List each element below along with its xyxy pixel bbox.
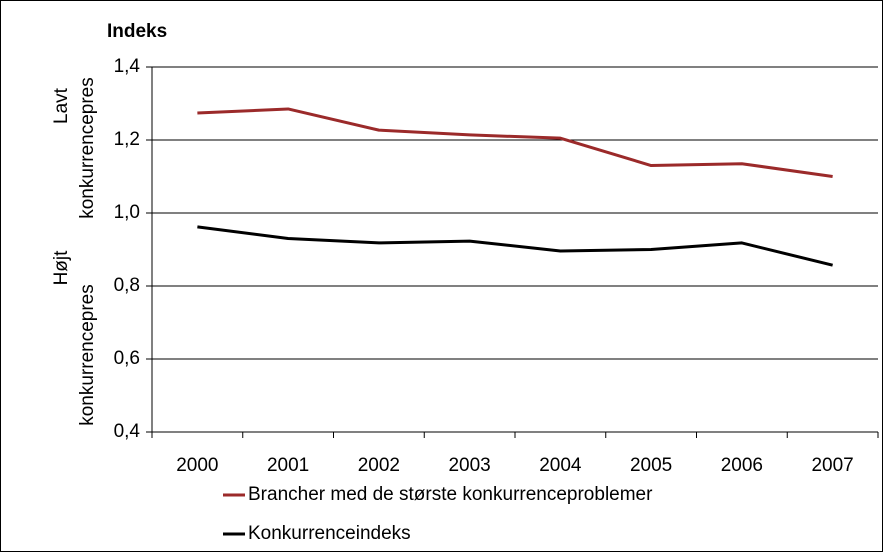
y-tick-label: 0,4 — [114, 421, 141, 442]
y-tick-label: 0,8 — [114, 275, 140, 296]
legend-label: Konkurrenceindeks — [248, 523, 411, 544]
y-tick-label: 1,0 — [114, 202, 140, 223]
y-tick-label: 1,2 — [114, 129, 140, 150]
series-line — [197, 107, 833, 178]
side-label: Højt — [51, 250, 72, 286]
side-label: konkurrencepres — [77, 77, 98, 219]
x-tick-label: 2001 — [267, 455, 309, 476]
legend-label: Brancher med de største konkurrenceprobl… — [248, 484, 653, 505]
x-tick-label: 2007 — [811, 455, 853, 476]
side-label: Lavt — [51, 87, 72, 124]
chart-title: Indeks — [107, 21, 167, 42]
x-tick-label: 2002 — [358, 455, 400, 476]
x-tick-label: 2004 — [539, 455, 582, 476]
y-tick-label: 0,6 — [114, 348, 140, 369]
x-tick-label: 2003 — [448, 455, 490, 476]
series-line — [197, 225, 833, 267]
x-tick-label: 2005 — [630, 455, 672, 476]
side-label: konkurrencepres — [77, 284, 98, 426]
x-tick-label: 2006 — [721, 455, 763, 476]
y-tick-label: 1,4 — [114, 56, 141, 77]
x-tick-label: 2000 — [176, 455, 218, 476]
